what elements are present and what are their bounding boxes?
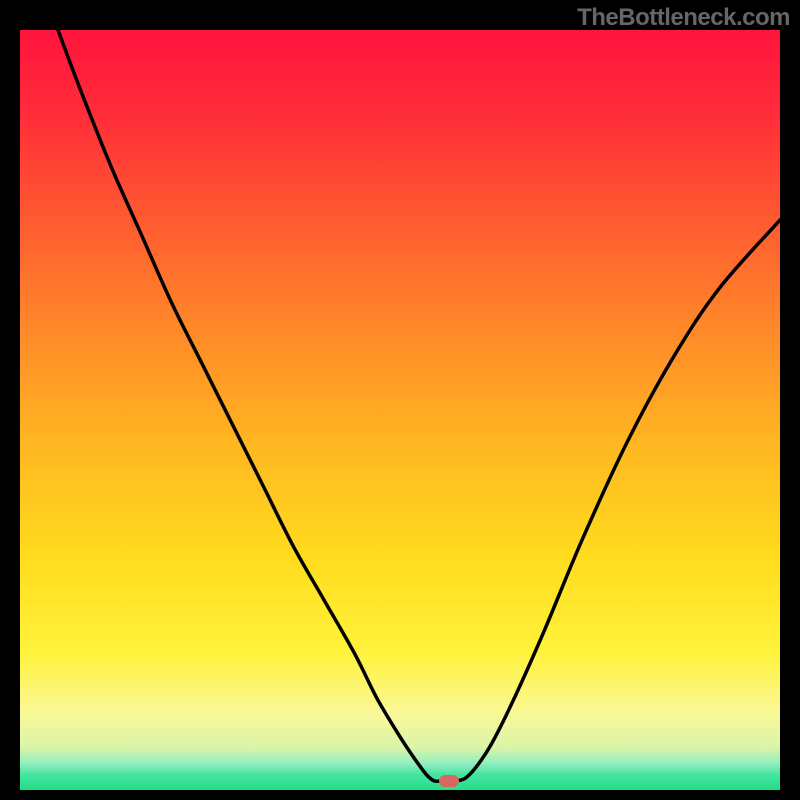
watermark-text: TheBottleneck.com (577, 4, 790, 32)
curve-line (20, 30, 780, 790)
plot-area (20, 30, 780, 790)
minimum-marker (439, 775, 459, 787)
